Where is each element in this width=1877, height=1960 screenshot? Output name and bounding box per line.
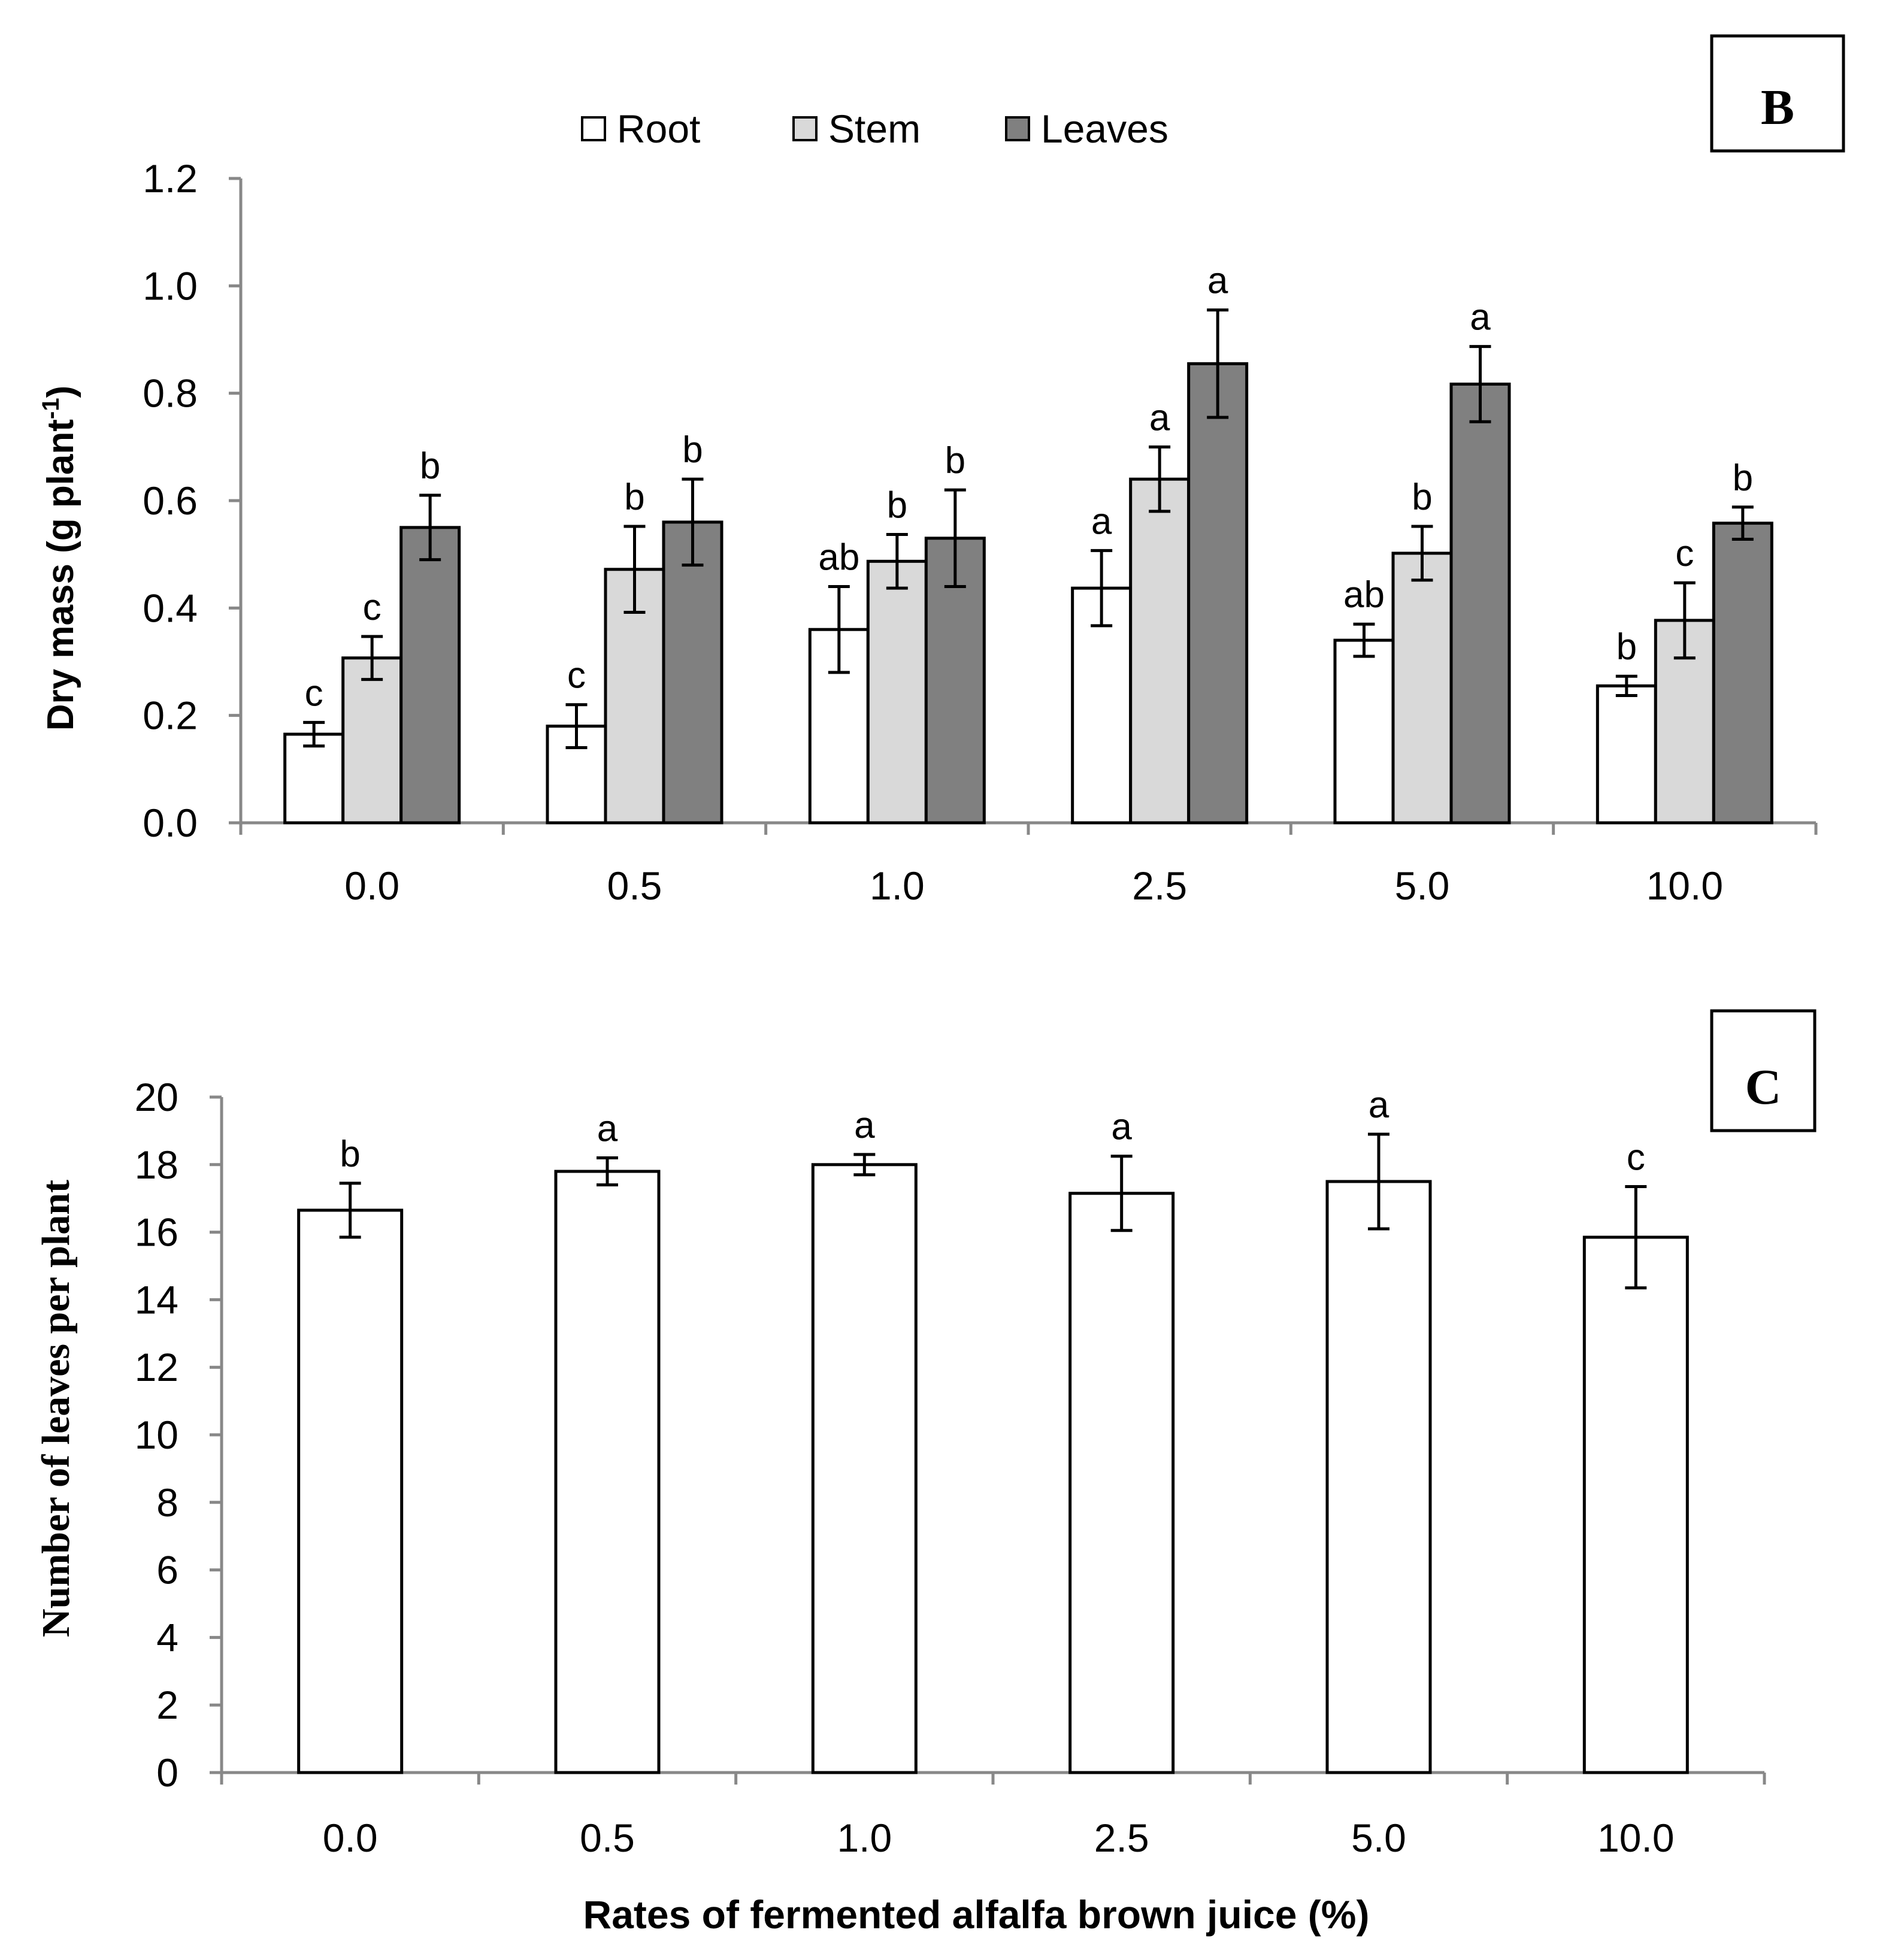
panel-c-significance-letter-series: a bbox=[1111, 1107, 1132, 1148]
panel-b-y-tick-label: 1.0 bbox=[143, 263, 198, 308]
panel-b-x-tick-label: 2.5 bbox=[1132, 864, 1187, 908]
panel-b-significance-letter-stem: b bbox=[1412, 477, 1432, 518]
panel-c-y-tick-label: 0 bbox=[156, 1750, 178, 1795]
panel-b-significance-letter-leaves: b bbox=[1733, 458, 1753, 499]
panel-b-bar-stem bbox=[866, 559, 928, 825]
panel-b-bar-leaves bbox=[1449, 382, 1511, 825]
panel-b-x-tick-label: 1.0 bbox=[870, 864, 925, 908]
panel-b-significance-letter-stem: c bbox=[1675, 533, 1694, 574]
panel-b-bar-root bbox=[1071, 586, 1133, 825]
panel-b-legend: Root Stem Leaves bbox=[581, 107, 1168, 151]
panel-b-bar-root bbox=[1333, 638, 1395, 825]
panel-c-bar-series bbox=[297, 1208, 404, 1774]
panel-b-y-axis-title-end: ) bbox=[40, 386, 81, 398]
legend-label-stem: Stem bbox=[828, 107, 921, 151]
panel-b-significance-letter-root: ab bbox=[818, 537, 859, 578]
panel-b-significance-letter-root: c bbox=[305, 672, 323, 714]
panel-b-significance-letter-leaves: a bbox=[1470, 297, 1491, 338]
panel-b-significance-letter-root: c bbox=[567, 655, 586, 696]
panel-c-bars: b a a a a c bbox=[297, 1084, 1689, 1774]
panel-b-x-tick-label: 0.0 bbox=[344, 864, 399, 908]
panel-c-y-tick-label: 4 bbox=[156, 1615, 178, 1659]
panel-b-bar-stem bbox=[1129, 477, 1191, 825]
panel-c-significance-letter-series: a bbox=[1369, 1084, 1389, 1126]
panel-c-significance-letter-series: a bbox=[854, 1105, 875, 1146]
panel-c-y-tick-label: 18 bbox=[135, 1143, 178, 1187]
panel-b-significance-letter-root: ab bbox=[1343, 574, 1385, 616]
panel-c-x-tick-label: 5.0 bbox=[1351, 1816, 1406, 1860]
panel-b-bar-leaves bbox=[1187, 362, 1249, 825]
panel-c-bar-series bbox=[554, 1170, 661, 1774]
panel-b-significance-letter-leaves: b bbox=[945, 440, 965, 481]
panel-b-significance-letter-leaves: b bbox=[682, 429, 703, 471]
panel-b-y-axis-title: Dry mass (g plant-1) bbox=[38, 386, 81, 731]
panel-b-axes: 0.0 0.2 0.4 0.6 0.8 1.0 1.2 0.0 0.5 1.0 2.5 5.0 10.0 bbox=[143, 156, 1818, 908]
panel-b-significance-letter-root: b bbox=[1616, 626, 1637, 668]
panel-c-y-tick-label: 6 bbox=[156, 1548, 178, 1592]
panel-c-x-tick-label: 2.5 bbox=[1094, 1816, 1149, 1860]
panel-b-bar-root bbox=[1596, 684, 1657, 825]
panel-c-significance-letter-series: c bbox=[1627, 1137, 1645, 1178]
panel-c-significance-letter-series: a bbox=[597, 1108, 618, 1150]
legend-swatch-leaves bbox=[1005, 116, 1030, 141]
legend-label-leaves: Leaves bbox=[1041, 107, 1168, 151]
panel-c-bar-series bbox=[1582, 1235, 1689, 1774]
panel-c-label: C bbox=[1745, 1059, 1782, 1115]
panel-b-y-tick-label: 1.2 bbox=[143, 156, 198, 201]
panel-c-y-axis-title: Number of leaves per plant bbox=[34, 1180, 78, 1637]
legend-swatch-stem bbox=[792, 116, 818, 141]
panel-c-x-tick-label: 0.5 bbox=[580, 1816, 635, 1860]
panel-b-y-tick-label: 0.2 bbox=[143, 693, 198, 738]
panel-c-y-tick-label: 12 bbox=[135, 1345, 178, 1389]
panel-b-label: B bbox=[1761, 80, 1794, 135]
panel-c-bar-series bbox=[1325, 1180, 1432, 1774]
panel-b-bar-leaves bbox=[399, 526, 461, 825]
panel-b-significance-letter-stem: b bbox=[624, 477, 644, 518]
panel-b-bar-stem bbox=[1391, 552, 1453, 825]
panel-c-x-axis-title: Rates of fermented alfalfa brown juice (… bbox=[583, 1892, 1370, 1937]
panel-c-bar-series bbox=[811, 1163, 918, 1774]
panel-c-y-tick-label: 20 bbox=[135, 1075, 178, 1119]
panel-c-y-tick-label: 2 bbox=[156, 1683, 178, 1727]
panel-b-significance-letter-leaves: b bbox=[420, 446, 440, 487]
panel-c-x-tick-label: 0.0 bbox=[323, 1816, 378, 1860]
panel-c-y-tick-label: 16 bbox=[135, 1210, 178, 1255]
panel-b-x-tick-label: 0.5 bbox=[607, 864, 662, 908]
panel-b-y-tick-label: 0.8 bbox=[143, 371, 198, 416]
panel-c-x-tick-label: 10.0 bbox=[1597, 1816, 1674, 1860]
panel-c-y-tick-label: 10 bbox=[135, 1413, 178, 1457]
legend-swatch-root bbox=[581, 116, 606, 141]
panel-b-significance-letter-stem: b bbox=[887, 484, 907, 526]
panel-b-y-axis-title-main: Dry mass (g plant bbox=[40, 419, 81, 731]
panel-c-bar-series bbox=[1068, 1192, 1175, 1774]
panel-c-x-tick-label: 1.0 bbox=[837, 1816, 892, 1860]
panel-c-axes: 0 2 4 6 8 10 12 14 16 18 20 0.0 0.5 1.0 2.5 5.0 10.0 bbox=[135, 1075, 1766, 1860]
panel-b-significance-letter-stem: a bbox=[1149, 397, 1170, 438]
panel-b-significance-letter-leaves: a bbox=[1207, 260, 1228, 302]
legend-label-root: Root bbox=[617, 107, 700, 151]
panel-b-label-box bbox=[1710, 34, 1845, 153]
panel-b-y-tick-label: 0.4 bbox=[143, 586, 198, 630]
panel-b-chart: B Root Stem Leaves Dry mass (g plant-1) … bbox=[38, 34, 1845, 908]
panel-b-x-tick-label: 10.0 bbox=[1646, 864, 1723, 908]
panel-c-significance-letter-series: b bbox=[340, 1134, 360, 1175]
panel-b-bar-leaves bbox=[662, 520, 723, 825]
panel-c-label-box bbox=[1710, 1009, 1817, 1132]
panel-b-x-tick-label: 5.0 bbox=[1395, 864, 1450, 908]
panel-b-y-tick-label: 0.0 bbox=[143, 801, 198, 845]
panel-b-y-axis-title-sup: -1 bbox=[38, 398, 64, 419]
panel-c-y-tick-label: 14 bbox=[135, 1277, 178, 1322]
panel-b-y-tick-label: 0.6 bbox=[143, 478, 198, 523]
panel-b-bar-leaves bbox=[1712, 522, 1773, 825]
panel-c-chart: C Number of leaves per plant Rates of fe… bbox=[34, 1009, 1817, 1937]
panel-b-significance-letter-root: a bbox=[1091, 501, 1112, 542]
panel-b-significance-letter-stem: c bbox=[363, 587, 382, 628]
panel-c-y-tick-label: 8 bbox=[156, 1480, 178, 1525]
panel-b-bar-stem bbox=[341, 656, 403, 825]
